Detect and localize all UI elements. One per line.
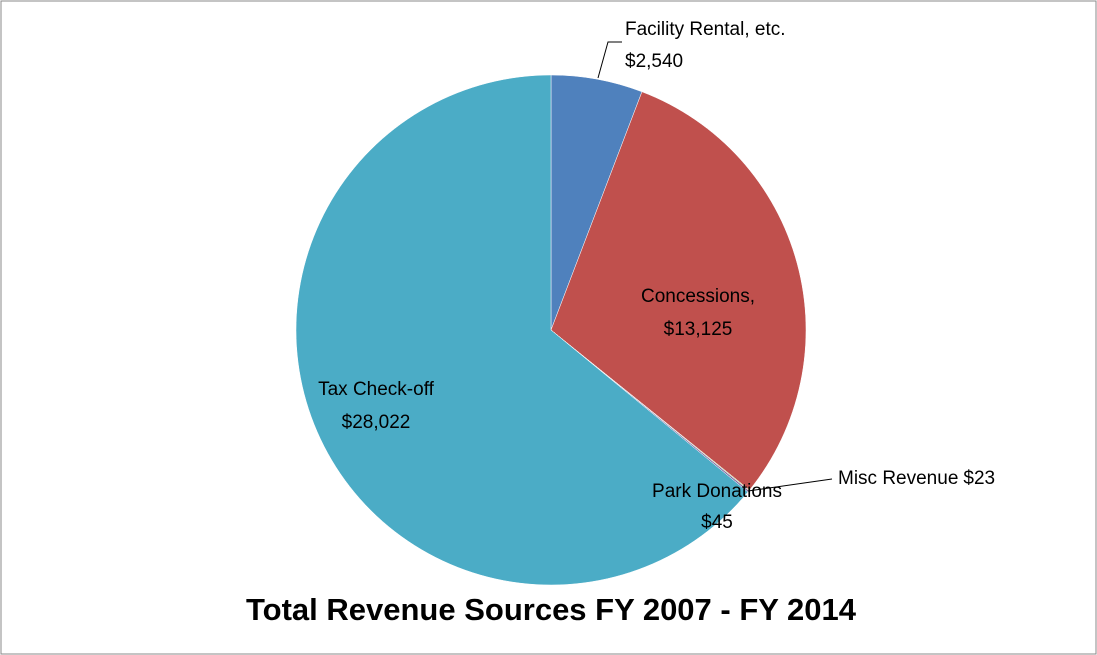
value-label: $2,540 [625,51,683,72]
value-label: $45 [701,512,733,533]
category-label: Tax Check-off [318,379,435,400]
chart-title: Total Revenue Sources FY 2007 - FY 2014 [246,592,857,627]
category-label: Facility Rental, etc. [625,19,786,40]
value-label: $23 [963,468,995,489]
value-label: $28,022 [342,412,411,433]
data-label: Misc Revenue $23 [838,468,995,489]
category-label: Park Donations [652,481,782,502]
leader-line [597,41,622,79]
value-label: $13,125 [664,319,733,340]
leader-line [747,478,833,492]
pie-slice [550,91,807,491]
pie-slice [295,74,749,586]
category-label: Misc Revenue [838,468,958,489]
category-label: Concessions, [641,286,755,307]
